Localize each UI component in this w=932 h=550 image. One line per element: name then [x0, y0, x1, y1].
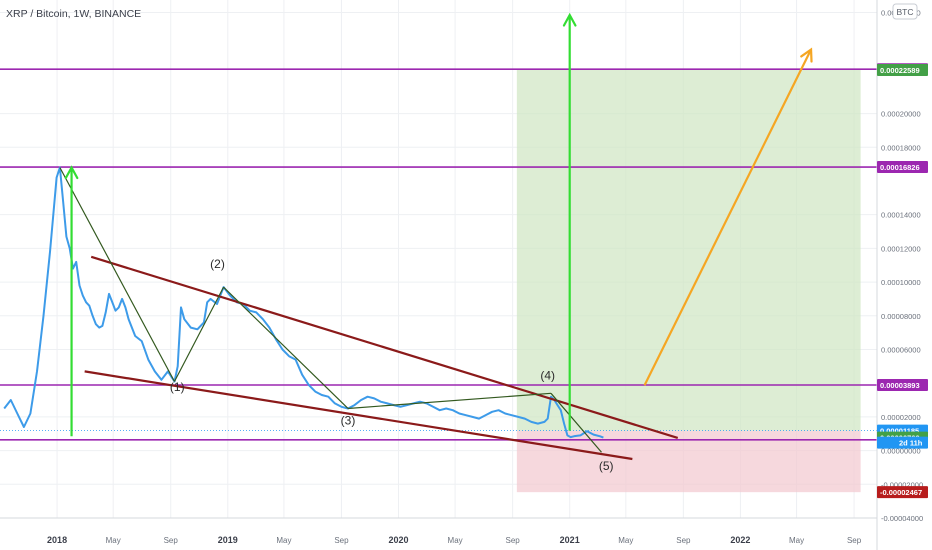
wave-label: (5) — [599, 459, 614, 473]
wave-line — [59, 167, 175, 382]
price-tag-label: 0.00022589 — [880, 66, 920, 75]
wave-line — [347, 392, 552, 410]
countdown-tag — [877, 436, 928, 449]
y-tick-label: -0.00004000 — [881, 514, 923, 523]
wave-line — [223, 286, 349, 409]
x-tick-label: Sep — [334, 536, 349, 545]
x-tick-label: 2022 — [730, 535, 750, 545]
x-tick-label: May — [448, 536, 463, 545]
y-axis: 0.000260000.000200000.000180000.00014000… — [876, 0, 923, 550]
trend-line — [90, 255, 679, 440]
wave-label: (2) — [210, 257, 225, 271]
price-tag-label: 0.00003893 — [880, 381, 920, 390]
position-zones — [516, 69, 861, 493]
wave-lines — [59, 167, 602, 453]
price-tag-label: 0.00016826 — [880, 163, 920, 172]
price-tag — [877, 63, 928, 76]
price-tag — [877, 486, 928, 499]
x-axis: 2018 May Sep 2019 May Sep 2020 May Sep 2021 May Sep… — [0, 517, 877, 545]
wave-label: (1) — [170, 380, 185, 394]
wave-label: (3) — [341, 413, 356, 427]
x-tick-label: 2019 — [218, 535, 238, 545]
y-tick-label: 0.00018000 — [881, 143, 921, 152]
x-tick-label: 2021 — [560, 535, 580, 545]
x-tick-label: May — [276, 536, 291, 545]
wave-label: (4) — [540, 368, 555, 382]
horizontal-levels — [0, 68, 877, 441]
y-tick-label: 0.00020000 — [881, 110, 921, 119]
y-tick-label: -0.00002000 — [881, 480, 923, 489]
x-tick-label: Sep — [506, 536, 521, 545]
price-series-line — [3, 166, 604, 439]
arrows — [64, 12, 813, 437]
chart-title: XRP / Bitcoin, 1W, BINANCE — [6, 8, 141, 20]
series-layer — [3, 166, 604, 439]
x-tick-label: 2018 — [47, 535, 67, 545]
y-tick-label: 0.00002000 — [881, 413, 921, 422]
price-tag-label: 0.00001185 — [880, 427, 919, 436]
countdown-label: 2d 11h — [899, 439, 923, 448]
currency-badge-label: BTC — [897, 7, 914, 17]
x-tick-label: May — [789, 536, 804, 545]
y-tick-label: 0.00010000 — [881, 278, 921, 287]
x-tick-label: 2020 — [388, 535, 408, 545]
price-tag — [877, 378, 928, 391]
x-tick-label: Sep — [164, 536, 179, 545]
trend-line — [84, 370, 633, 461]
x-tick-label: Sep — [847, 536, 862, 545]
y-tick-label: 0.00014000 — [881, 211, 921, 220]
arrow-head — [64, 165, 79, 180]
x-tick-label: May — [618, 536, 633, 545]
price-tag — [877, 161, 928, 174]
x-tick-label: May — [106, 536, 121, 545]
arrow-shaft — [643, 49, 813, 386]
y-tick-label: 0.00000000 — [881, 447, 921, 456]
wave-line — [550, 392, 602, 453]
price-tags: 0.000226330.000168260.000038930.00000637… — [877, 63, 928, 499]
profit-zone — [516, 69, 861, 431]
y-tick-label: 0.00008000 — [881, 312, 921, 321]
loss-zone — [516, 430, 861, 493]
currency-badge[interactable]: BTC — [892, 3, 918, 20]
arrow-head — [800, 47, 813, 63]
arrow-head — [562, 12, 577, 27]
wave-line — [173, 286, 225, 382]
x-tick-label: Sep — [676, 536, 691, 545]
wave-labels: (1) (2) (3) (4) (5) — [170, 257, 614, 473]
y-tick-label: 0.00006000 — [881, 345, 921, 354]
trend-lines — [84, 255, 679, 461]
y-tick-label: 0.00012000 — [881, 244, 921, 253]
price-tag-label: -0.00002467 — [880, 488, 922, 497]
